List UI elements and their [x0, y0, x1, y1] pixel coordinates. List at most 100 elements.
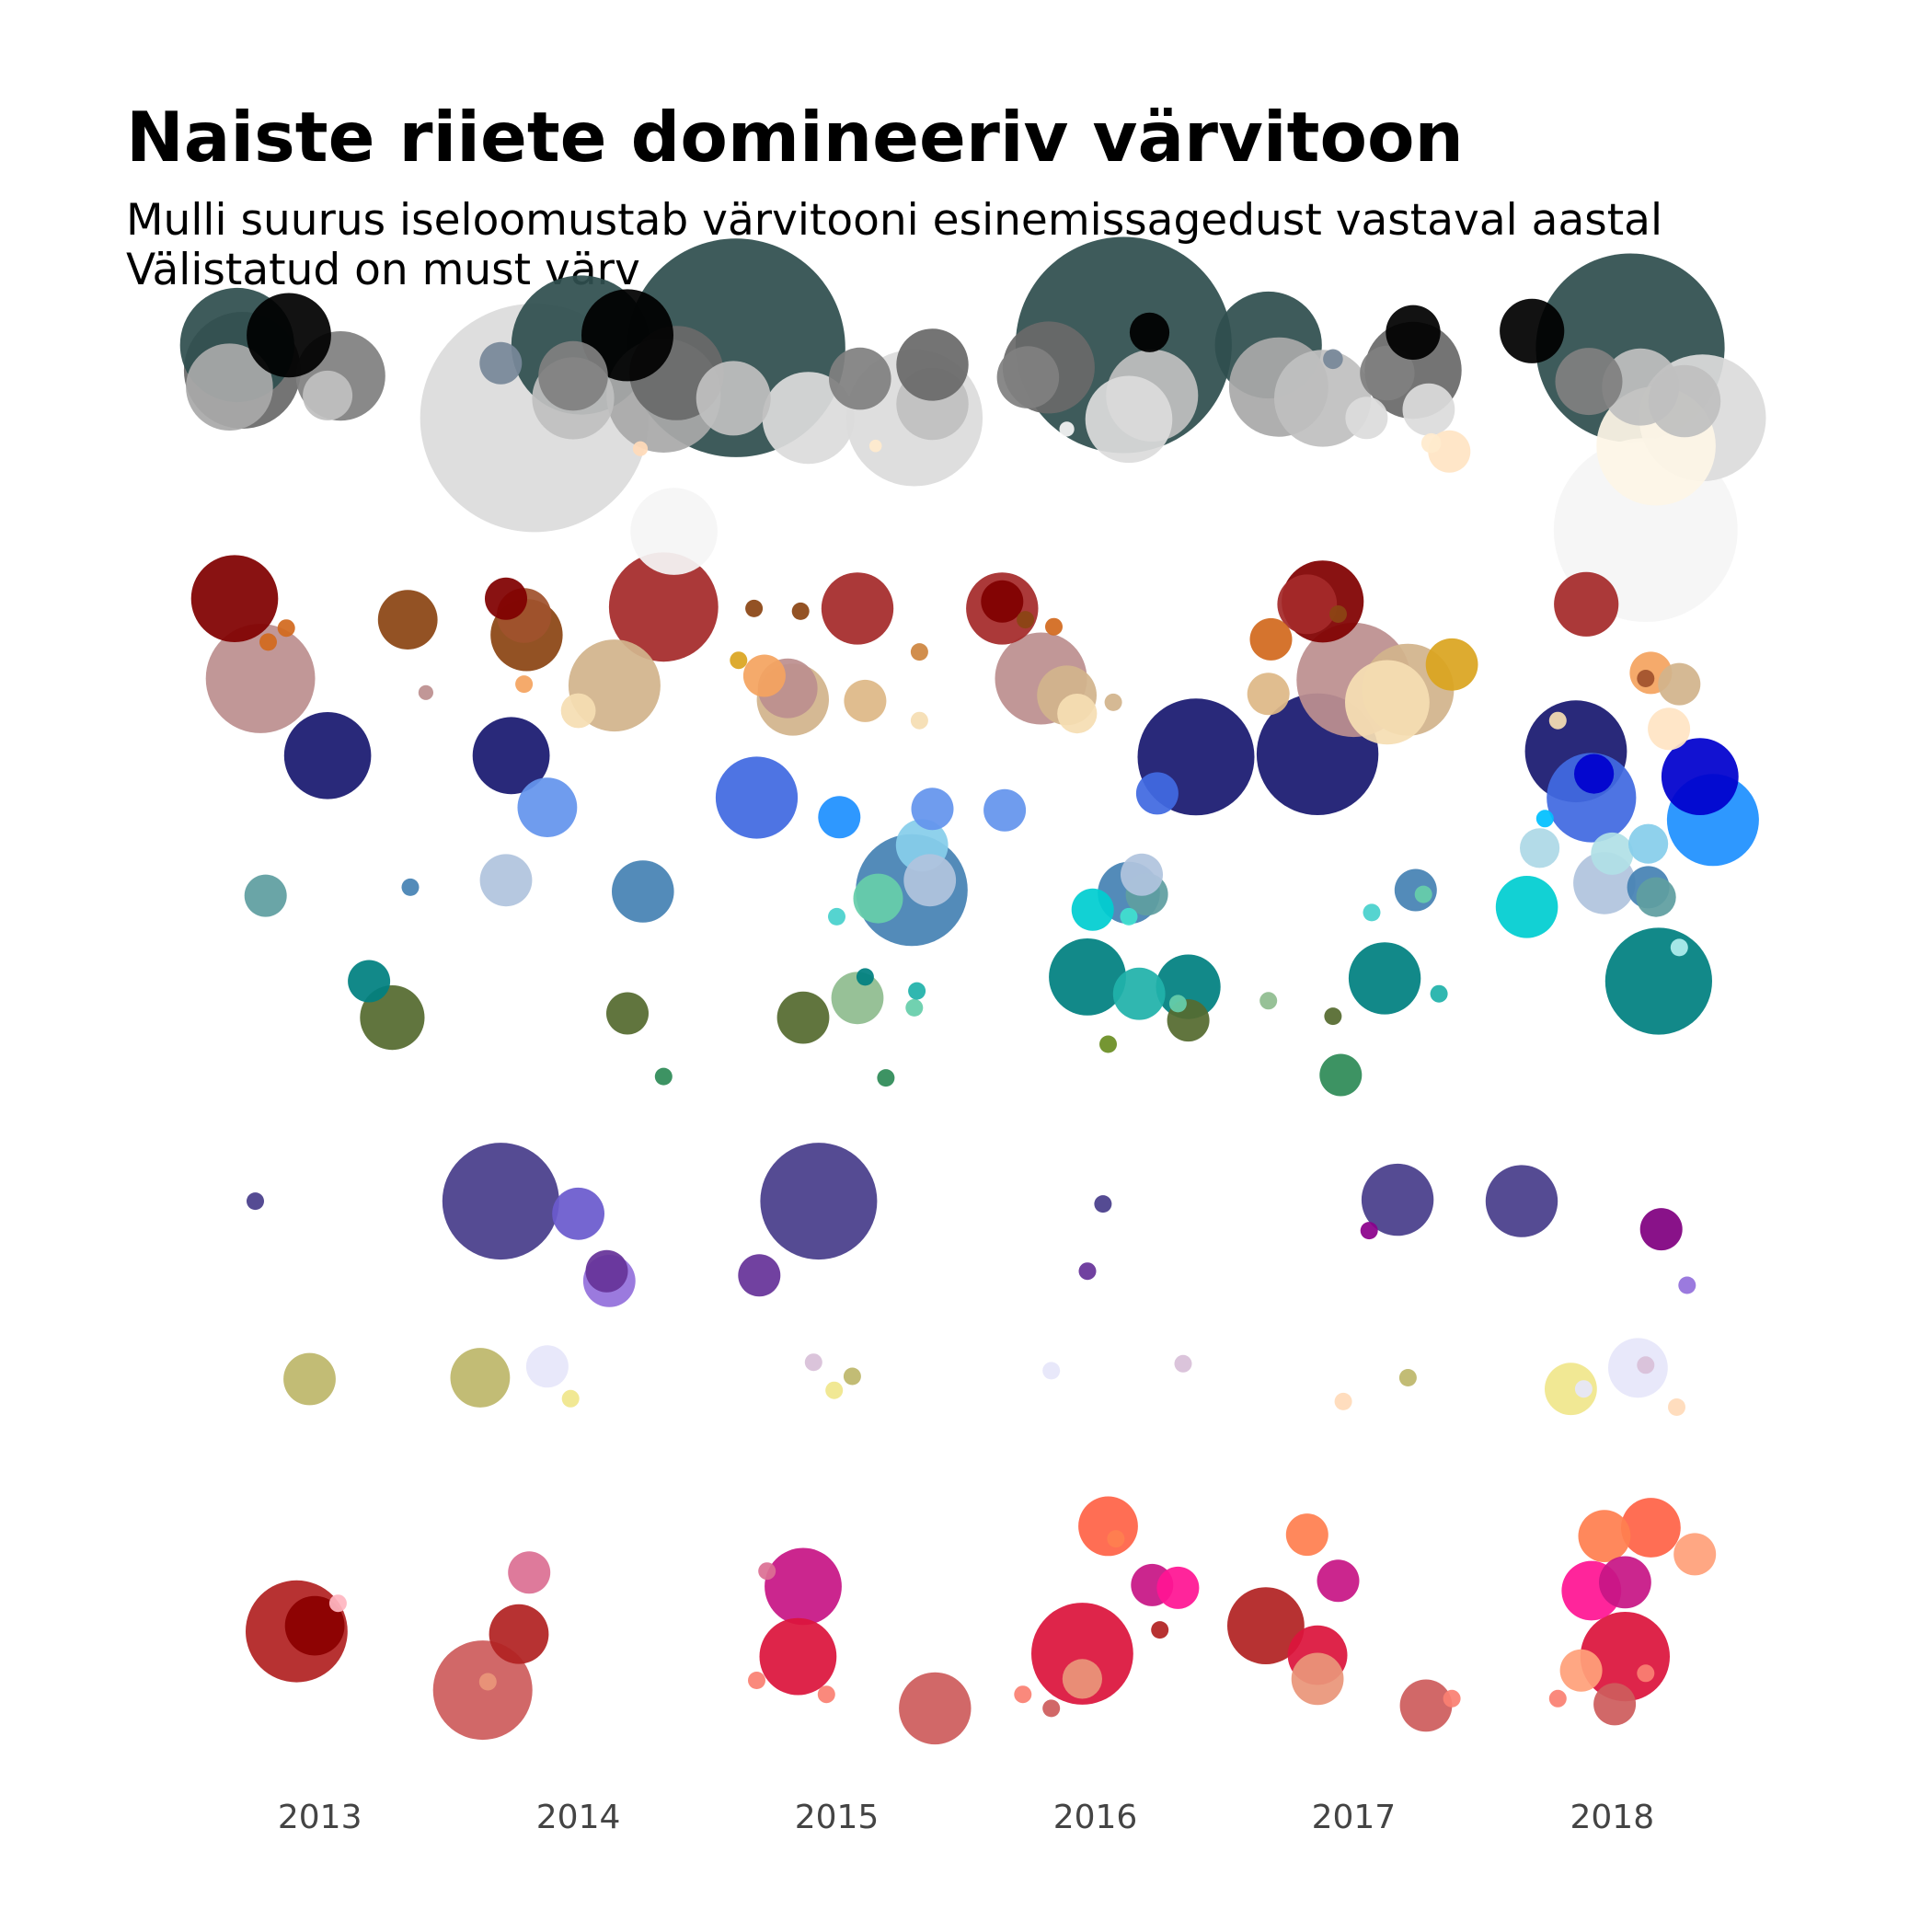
bubble-point — [1345, 397, 1388, 440]
bubble-point — [1361, 1163, 1434, 1236]
bubble-point — [630, 488, 718, 575]
bubble-point — [1430, 984, 1448, 1003]
bubble-point — [1156, 1566, 1200, 1609]
x-axis-tick-labels: 2013 2014 2015 2016 2017 2018 — [278, 1799, 1654, 1836]
bubble-point — [1500, 298, 1565, 363]
bubble-point — [1031, 1603, 1133, 1705]
bubble-point — [758, 1562, 776, 1581]
bubble-point — [817, 1685, 835, 1704]
bubble-point — [1578, 1510, 1631, 1562]
bubble-point — [853, 873, 903, 924]
bubble-point — [1520, 828, 1560, 868]
bubble-point — [996, 346, 1060, 408]
bubble-point — [432, 1640, 533, 1741]
bubble-point — [760, 1143, 878, 1260]
bubble-point — [377, 590, 438, 650]
bubble-point — [1548, 711, 1567, 730]
bubble-point — [1593, 1683, 1637, 1726]
bubble-point — [748, 1672, 765, 1689]
bubble-point — [1628, 823, 1669, 864]
bubble-point — [1574, 753, 1615, 794]
bubble-point — [903, 854, 957, 907]
bubble-point — [1545, 1363, 1597, 1416]
bubble-point — [1094, 1195, 1112, 1213]
bubble-point — [696, 361, 771, 436]
bubble-point — [1574, 1380, 1593, 1398]
bubble-point — [1078, 1262, 1097, 1281]
bubble-point — [560, 693, 596, 729]
bubble-point — [348, 960, 391, 1003]
bubble-point — [1107, 1530, 1125, 1548]
bubble-point — [1554, 571, 1619, 637]
bubble-point — [1559, 1649, 1603, 1692]
bubble-point — [1345, 660, 1430, 745]
bubble-point — [1319, 1053, 1363, 1097]
bubble-point — [1398, 1369, 1417, 1386]
bubble-point — [1085, 375, 1173, 464]
bubble-point — [910, 643, 928, 661]
bubble-point — [1059, 421, 1075, 437]
bubble-point — [1129, 312, 1170, 352]
bubble-point — [1670, 938, 1688, 957]
bubble-point — [831, 972, 884, 1025]
bubble-point — [478, 1673, 497, 1691]
bubble-point — [856, 968, 874, 986]
bubble-point — [1599, 1556, 1651, 1609]
bubble-point — [1057, 694, 1098, 734]
bubble-point — [1604, 927, 1712, 1035]
bubble-point — [1548, 1689, 1567, 1708]
x-tick-label: 2017 — [1312, 1799, 1397, 1836]
bubble-point — [896, 328, 969, 401]
bubble-point — [1104, 693, 1122, 711]
bubble-point — [1555, 348, 1623, 416]
bubble-point — [1135, 772, 1179, 815]
bubble-point — [715, 756, 799, 839]
bubble-point — [1042, 1362, 1061, 1380]
bubble-point — [843, 1367, 861, 1386]
bubble-point — [277, 619, 295, 638]
bubble-point — [1639, 1208, 1683, 1251]
bubble-point — [525, 1345, 569, 1388]
bubble-point — [1259, 992, 1278, 1010]
bubble-point — [632, 441, 649, 456]
bubble-point — [1648, 707, 1691, 751]
bubble-point — [517, 777, 578, 837]
bubble-point — [1042, 1699, 1061, 1718]
bubble-point — [1360, 1222, 1378, 1240]
bubble-point — [910, 711, 928, 730]
bubble-point — [1017, 611, 1035, 629]
bubble-point — [1668, 1398, 1685, 1416]
bubble-point — [1168, 995, 1187, 1013]
bubble-point — [186, 343, 273, 431]
bubble-point — [472, 717, 550, 795]
bubble-point — [1420, 432, 1442, 454]
bubble-point — [1285, 1513, 1328, 1557]
bubble-point — [303, 370, 353, 420]
bubble-point — [1637, 1664, 1655, 1683]
bubble-point — [283, 1352, 336, 1406]
bubble-point — [259, 633, 277, 651]
bubble-point — [1249, 617, 1293, 661]
bubble-point — [1399, 1679, 1453, 1732]
bubble-point — [1174, 1354, 1192, 1373]
bubble-point — [829, 347, 891, 410]
bubble-point — [983, 788, 1027, 832]
bubble-point — [804, 1353, 822, 1372]
bubble-point — [1334, 1392, 1352, 1410]
bubble-point — [821, 572, 894, 645]
bubble-point — [1658, 662, 1701, 706]
bubble-point — [1637, 670, 1655, 687]
bubble-point — [1678, 1276, 1696, 1294]
bubble-point — [1045, 617, 1063, 636]
bubble-point — [1636, 877, 1676, 917]
bubble-point — [1049, 938, 1126, 1016]
bubble-point — [1402, 383, 1455, 436]
bubble-point — [283, 712, 372, 799]
bubble-point — [1317, 1559, 1360, 1603]
bubble-point — [776, 991, 830, 1044]
bubble-point — [742, 654, 786, 697]
bubble-point — [485, 577, 527, 620]
bubble-point — [328, 1594, 347, 1613]
bubble-point — [606, 992, 649, 1035]
bubble-point — [1151, 1621, 1169, 1639]
